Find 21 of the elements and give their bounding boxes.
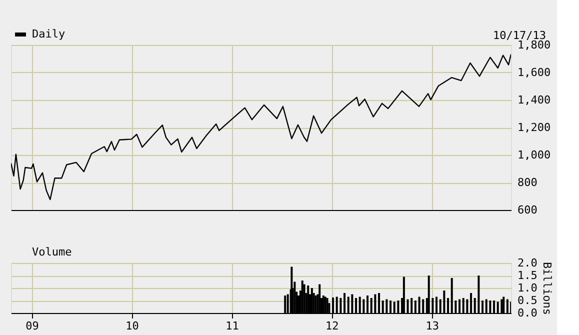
y-tick-label: 2.0	[518, 256, 538, 270]
line-series	[11, 54, 511, 200]
y-tick-label: 600	[518, 204, 538, 216]
x-tick-label: 10	[126, 320, 139, 332]
y-tick-label: 1,200	[518, 121, 551, 134]
y-axis-title: Billions	[540, 262, 554, 315]
x-tick-label: 12	[326, 320, 339, 332]
y-tick-label: 1.5	[518, 269, 538, 282]
y-tick-label: 1,800	[518, 38, 551, 52]
x-tick-label: 13	[426, 320, 439, 332]
y-tick-label: 1,400	[518, 94, 551, 106]
y-tick-label: 0.5	[518, 294, 538, 307]
x-tick-label: 11	[226, 320, 239, 332]
y-tick-label: 800	[518, 176, 538, 189]
y-tick-label: 1,600	[518, 66, 551, 79]
x-tick-label: 09	[26, 320, 39, 332]
y-tick-label: 1.0	[518, 282, 538, 294]
text: Volume	[32, 246, 72, 258]
y-tick-label: 1,000	[518, 148, 551, 162]
legend-label: Daily	[32, 28, 66, 40]
y-tick-label: 0.0	[518, 306, 538, 320]
